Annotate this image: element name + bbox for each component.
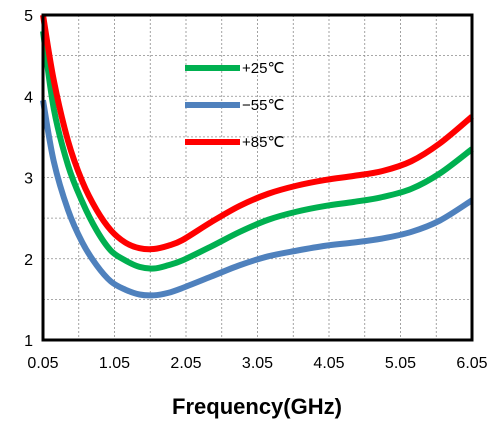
series-line-minus55 <box>40 99 474 299</box>
y-tick-label: 2 <box>24 252 33 269</box>
tick-layer: 0.05 1.05 2.05 3.05 4.05 5.05 6.05 1 2 3 4 5 <box>24 8 488 372</box>
x-tick-label: 1.05 <box>99 355 130 372</box>
legend-item-plus85: +85℃ <box>185 134 284 151</box>
x-tick-label: 4.05 <box>313 355 344 372</box>
legend-item-minus55: −55℃ <box>185 97 284 114</box>
grid-layer <box>43 15 472 340</box>
x-tick-label: 6.05 <box>456 355 487 372</box>
legend-label: −55℃ <box>242 97 284 114</box>
plot-frame <box>41 13 474 342</box>
x-tick-label: 0.05 <box>27 355 58 372</box>
legend: +25℃ −55℃ +85℃ <box>185 60 284 151</box>
x-axis-title: Frequency(GHz) <box>172 394 342 419</box>
legend-label: +85℃ <box>242 134 284 151</box>
y-tick-label: 1 <box>24 333 33 350</box>
x-tick-label: 3.05 <box>242 355 273 372</box>
y-tick-label: 4 <box>24 89 33 106</box>
y-tick-label: 3 <box>24 171 33 188</box>
series-line-plus25 <box>40 30 474 272</box>
series-line-plus85 <box>40 14 474 253</box>
y-tick-label: 5 <box>24 8 33 25</box>
series-layer <box>40 14 474 299</box>
x-tick-label: 5.05 <box>385 355 416 372</box>
x-tick-label: 2.05 <box>170 355 201 372</box>
legend-item-plus25: +25℃ <box>185 60 284 77</box>
legend-label: +25℃ <box>242 60 284 77</box>
